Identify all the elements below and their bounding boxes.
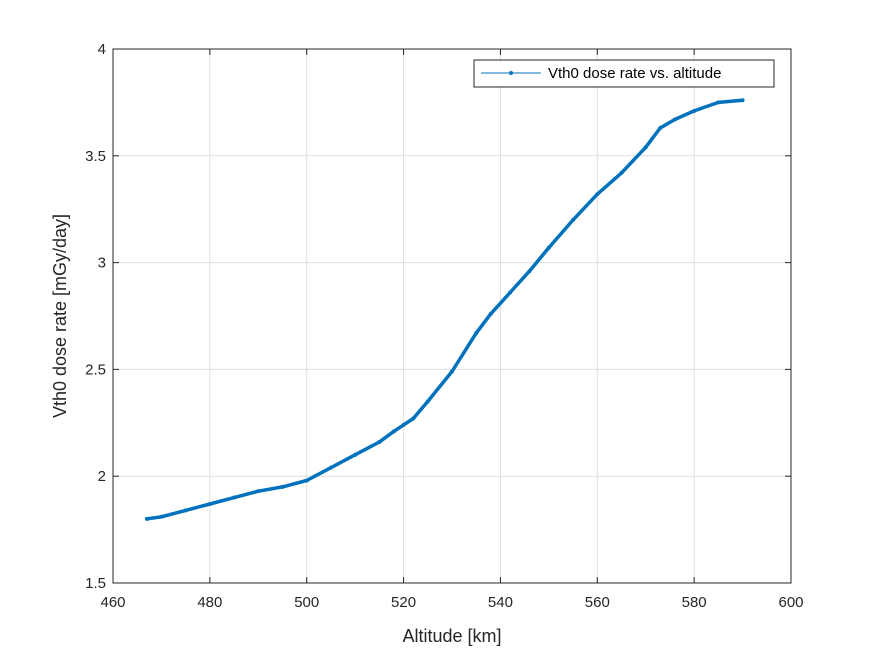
data-point [643, 145, 648, 150]
legend-marker [509, 71, 513, 75]
data-point [474, 331, 479, 336]
data-point [450, 369, 454, 374]
data-point [546, 245, 551, 250]
x-tick-label: 460 [100, 594, 125, 611]
y-tick-label: 2 [98, 468, 106, 485]
axis-ticks [112, 48, 792, 584]
x-tick-label: 580 [682, 594, 707, 611]
x-tick-label: 520 [391, 594, 416, 611]
x-tick-label: 600 [778, 594, 803, 611]
plot-frame [112, 48, 792, 584]
series-line [145, 98, 745, 521]
x-tick-label: 500 [294, 594, 319, 611]
data-point [740, 98, 745, 103]
y-tick-label: 3 [98, 255, 106, 272]
x-tick-label: 560 [585, 594, 610, 611]
data-point [571, 217, 576, 222]
series-layer [144, 98, 745, 521]
data-point [508, 290, 513, 295]
data-point [425, 399, 430, 404]
data-point [401, 422, 406, 427]
data-point [595, 192, 600, 197]
data-point [658, 126, 663, 131]
y-tick-label: 1.5 [85, 575, 106, 592]
data-point [377, 440, 382, 445]
data-point [256, 489, 261, 494]
data-point [488, 311, 493, 316]
data-point [328, 465, 333, 470]
y-tick-label: 2.5 [85, 361, 106, 378]
legend-label: Vth0 dose rate vs. altitude [548, 65, 721, 82]
data-point [280, 484, 285, 489]
legend: Vth0 dose rate vs. altitude [473, 59, 775, 88]
data-point [692, 108, 697, 113]
data-point [144, 516, 149, 521]
y-tick-label: 3.5 [85, 148, 106, 165]
data-point [716, 100, 721, 105]
data-point [527, 269, 532, 274]
data-point [207, 501, 212, 506]
data-point [159, 514, 164, 519]
tick-labels: 460 480 500 520 540 560 580 600 1.5 2 2.5 3 3.5 4 [85, 41, 803, 611]
plot-area [113, 49, 791, 583]
x-axis-label: Altitude [km] [402, 626, 501, 646]
data-point [391, 429, 396, 434]
data-point [411, 416, 416, 421]
data-point [232, 495, 237, 500]
data-point [304, 478, 309, 483]
data-point [672, 117, 677, 122]
y-tick-label: 4 [98, 41, 106, 58]
data-point [353, 452, 358, 457]
x-tick-label: 480 [197, 594, 222, 611]
data-point [183, 508, 188, 513]
data-point [619, 170, 624, 175]
x-tick-label: 540 [488, 594, 513, 611]
y-axis-label: Vth0 dose rate [mGy/day] [50, 214, 70, 418]
